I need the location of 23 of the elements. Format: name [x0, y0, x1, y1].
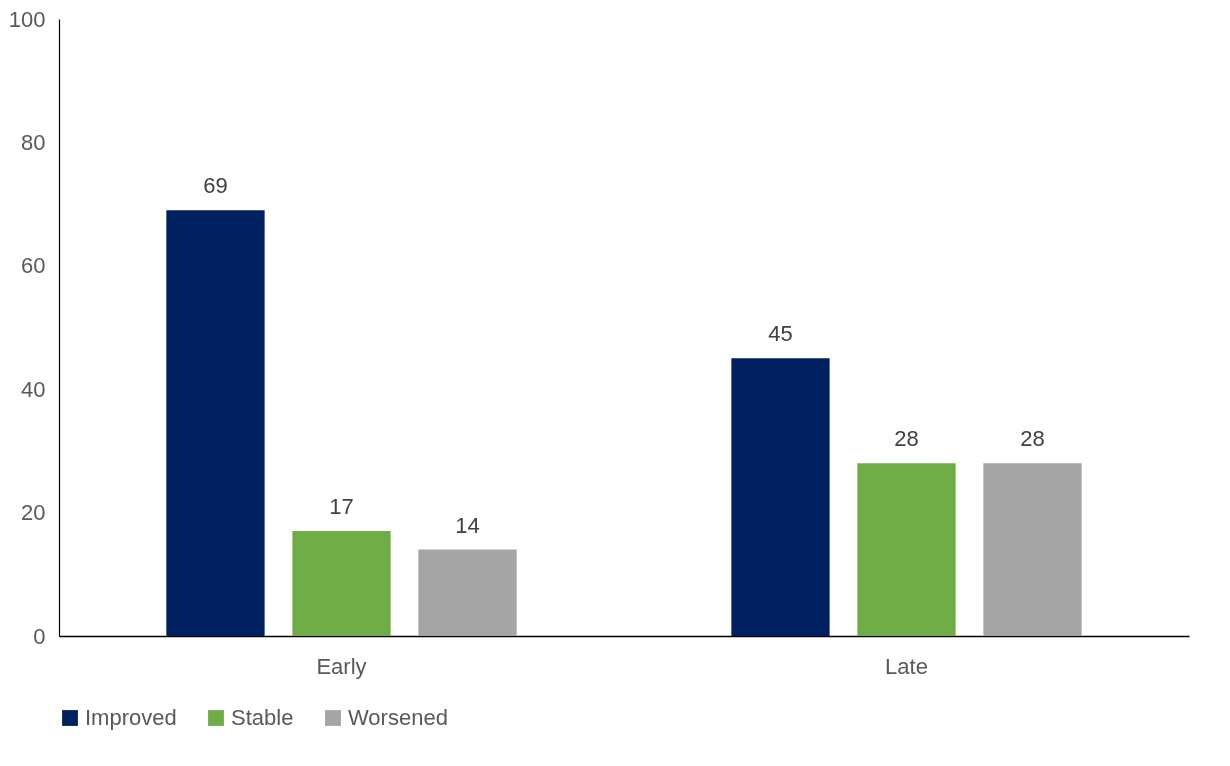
- data-label: 14: [455, 512, 480, 538]
- y-tick-label: 40: [21, 376, 46, 402]
- data-label: 69: [203, 173, 228, 199]
- legend-label: Stable: [231, 705, 294, 730]
- y-tick-label: 80: [21, 129, 46, 155]
- bar: [857, 463, 956, 636]
- legend-label: Improved: [85, 705, 177, 730]
- y-tick-label: 60: [21, 253, 46, 279]
- data-label: 28: [1020, 426, 1045, 452]
- bar: [418, 549, 517, 636]
- x-tick-label: Early: [316, 653, 367, 679]
- legend-label: Worsened: [348, 705, 448, 730]
- bar: [731, 358, 830, 636]
- data-label: 17: [329, 494, 354, 520]
- y-tick-label: 100: [8, 6, 46, 32]
- bar: [983, 463, 1082, 636]
- x-tick-label: Late: [885, 653, 928, 679]
- y-tick-label: 0: [33, 623, 46, 649]
- y-tick-label: 20: [21, 500, 46, 526]
- bar: [166, 210, 265, 636]
- data-label: 45: [768, 321, 793, 347]
- bar: [292, 531, 391, 636]
- data-label: 28: [894, 426, 919, 452]
